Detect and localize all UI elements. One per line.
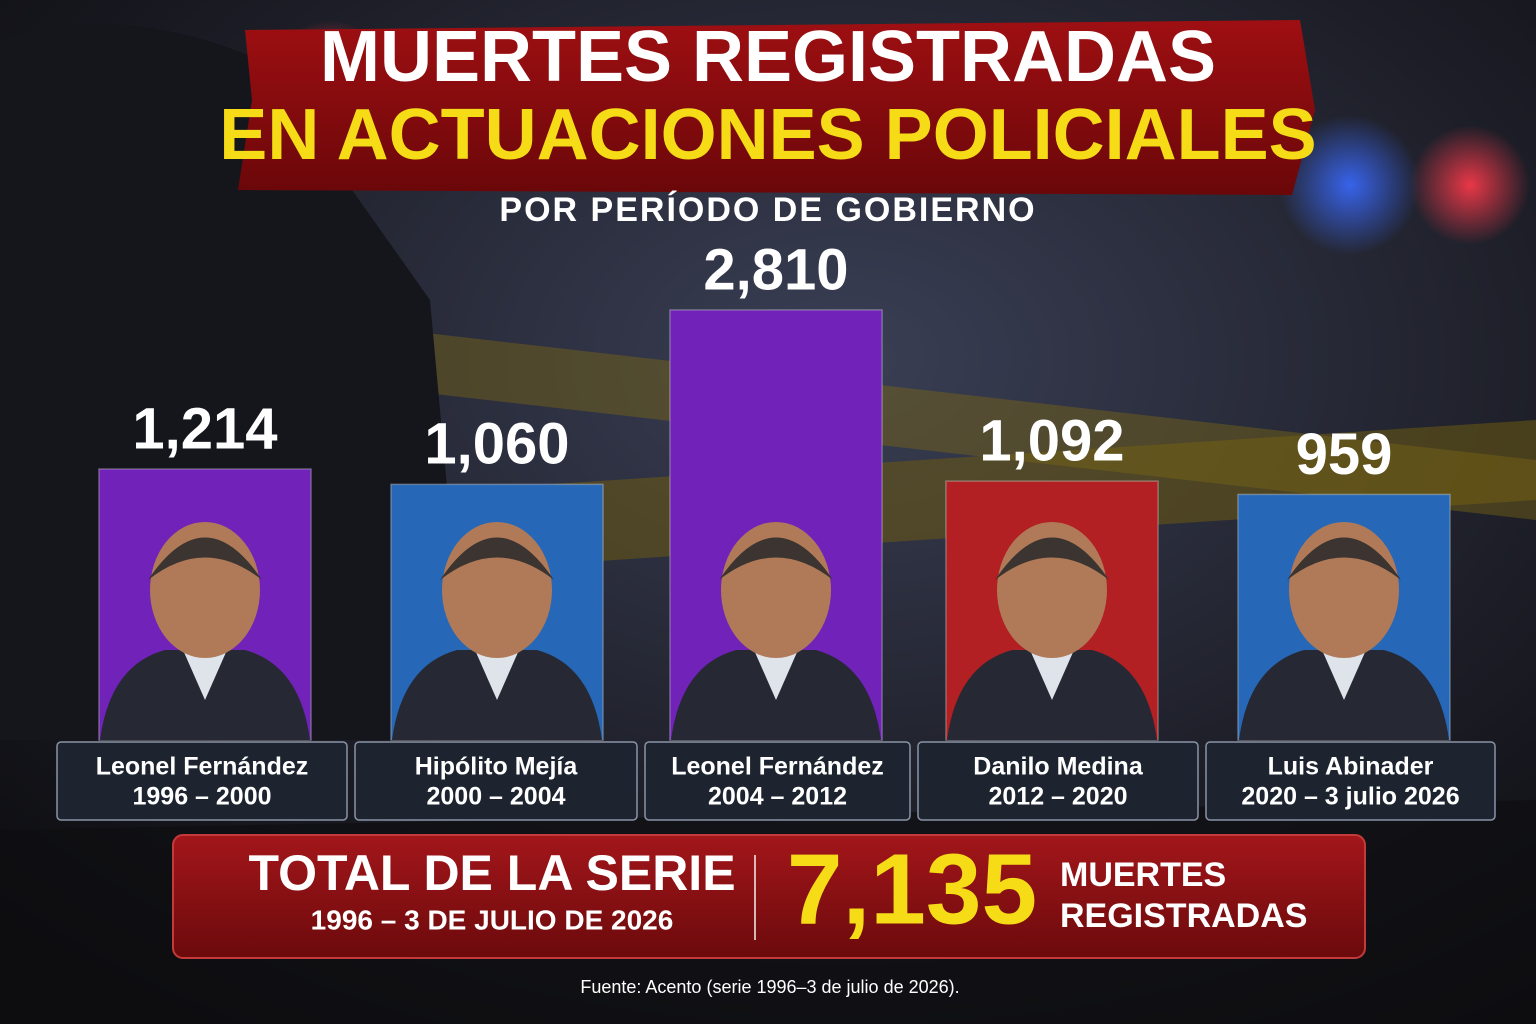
label-box [644,741,911,821]
portrait-hair [148,537,262,580]
value-label: 1,092 [979,409,1124,474]
period-label: 2012 – 2020 [988,783,1127,811]
chart-title: MUERTES REGISTRADAS [320,17,1216,97]
value-label: 1,060 [424,412,569,477]
period-label: 2004 – 2012 [708,783,847,811]
label-box [56,741,348,821]
portrait-hair [995,537,1109,580]
label-box [354,741,638,821]
source: Fuente: Acento (serie 1996–3 de julio de… [580,977,959,997]
portrait-hair [440,537,554,580]
category-label: Hipólito Mejía [415,753,579,781]
siren-light [1410,125,1530,245]
portrait-collar [754,650,798,700]
title-banner [238,20,1315,195]
total-heading: TOTAL DE LA SERIE [248,845,735,901]
chart-subtitle: POR PERÍODO DE GOBIERNO [499,191,1036,229]
category-label: Leonel Fernández [96,753,309,781]
category-label: Danilo Medina [973,753,1144,781]
portrait-hair [1287,537,1401,580]
total-unit: MUERTES [1060,856,1226,894]
total-period: 1996 – 3 DE JULIO DE 2026 [311,904,674,935]
period-label: 2020 – 3 julio 2026 [1241,783,1459,811]
portrait-hair [719,537,833,580]
value-label: 959 [1296,422,1393,487]
period-label: 1996 – 2000 [132,783,271,811]
total-value: 7,135 [787,833,1037,945]
total-box [172,834,1366,959]
portrait-collar [475,650,519,700]
label-box [917,741,1199,821]
chart-title: EN ACTUACIONES POLICIALES [219,95,1316,175]
portrait-collar [1322,650,1366,700]
category-label: Luis Abinader [1268,753,1434,781]
total-unit: REGISTRADAS [1060,897,1307,935]
period-label: 2000 – 2004 [426,783,565,811]
portrait-collar [1030,650,1074,700]
category-label: Leonel Fernández [671,753,884,781]
value-label: 2,810 [703,237,848,302]
value-label: 1,214 [132,396,277,461]
portrait-collar [183,650,227,700]
label-box [1205,741,1496,821]
siren-light [1280,115,1420,255]
